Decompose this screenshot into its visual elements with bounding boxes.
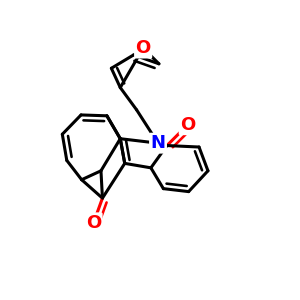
Text: O: O	[86, 214, 101, 232]
Text: O: O	[180, 116, 195, 134]
Text: O: O	[136, 39, 151, 57]
Text: N: N	[151, 134, 166, 152]
